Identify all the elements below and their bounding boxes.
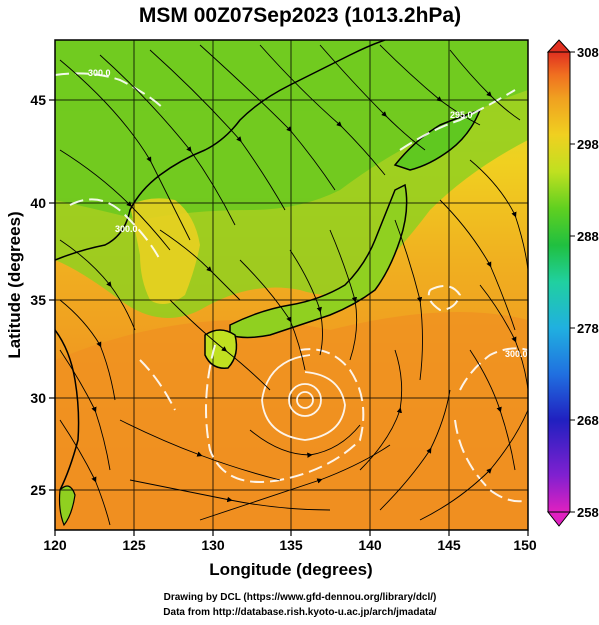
x-tick-label: 145 <box>437 537 461 553</box>
x-axis: 120 125 130 135 140 145 150 Longitude (d… <box>43 530 537 579</box>
x-tick-label: 150 <box>513 537 537 553</box>
y-axis: 25 30 35 40 45 Latitude (degrees) <box>5 92 55 498</box>
colorbar-tick-label: 288 <box>577 229 599 244</box>
colorbar-tick-label: 268 <box>577 413 599 428</box>
y-tick-label: 30 <box>30 390 46 406</box>
colorbar-tick-label: 258 <box>577 505 599 520</box>
colorbar-tick-label: 308 <box>577 45 599 60</box>
y-axis-title: Latitude (degrees) <box>5 211 24 358</box>
streamlines <box>59 44 528 526</box>
y-tick-label: 25 <box>30 482 46 498</box>
x-tick-label: 120 <box>43 537 67 553</box>
y-tick-label: 35 <box>30 292 46 308</box>
contour-labels: 300.0 300.0 300.0 295.0 <box>88 68 528 359</box>
japan-kyushu <box>204 329 238 369</box>
taiwan-island <box>58 485 76 527</box>
x-tick-label: 140 <box>358 537 382 553</box>
graticule <box>55 40 528 530</box>
isotherms <box>55 72 528 503</box>
x-tick-label: 125 <box>122 537 146 553</box>
colorbar-bottom-triangle <box>546 511 572 527</box>
china-coast-south <box>55 329 80 491</box>
colorbar-gradient <box>547 51 571 513</box>
colorbar: 258 268 278 288 298 308 <box>546 39 599 527</box>
x-tick-label: 135 <box>279 537 303 553</box>
contour-label: 300.0 <box>505 349 528 359</box>
x-tick-label: 130 <box>201 537 225 553</box>
credit-data: Data from http://database.rish.kyoto-u.a… <box>163 607 437 618</box>
colorbar-tick-label: 278 <box>577 321 599 336</box>
contour-label: 295.0 <box>450 110 473 120</box>
contour-label: 300.0 <box>115 224 138 234</box>
x-axis-title: Longitude (degrees) <box>209 560 372 579</box>
credit-drawing: Drawing by DCL (https://www.gfd-dennou.o… <box>164 592 437 603</box>
typhoon-vortex <box>261 354 346 441</box>
y-tick-label: 45 <box>30 92 46 108</box>
asia-coastline <box>55 40 386 261</box>
y-tick-label: 40 <box>30 195 46 211</box>
contour-label: 300.0 <box>88 68 111 78</box>
colorbar-top-triangle <box>546 39 572 53</box>
colorbar-tick-label: 298 <box>577 137 599 152</box>
plot-area: 300.0 300.0 300.0 295.0 <box>55 40 528 530</box>
map-title: MSM 00Z07Sep2023 (1013.2hPa) <box>139 4 461 27</box>
